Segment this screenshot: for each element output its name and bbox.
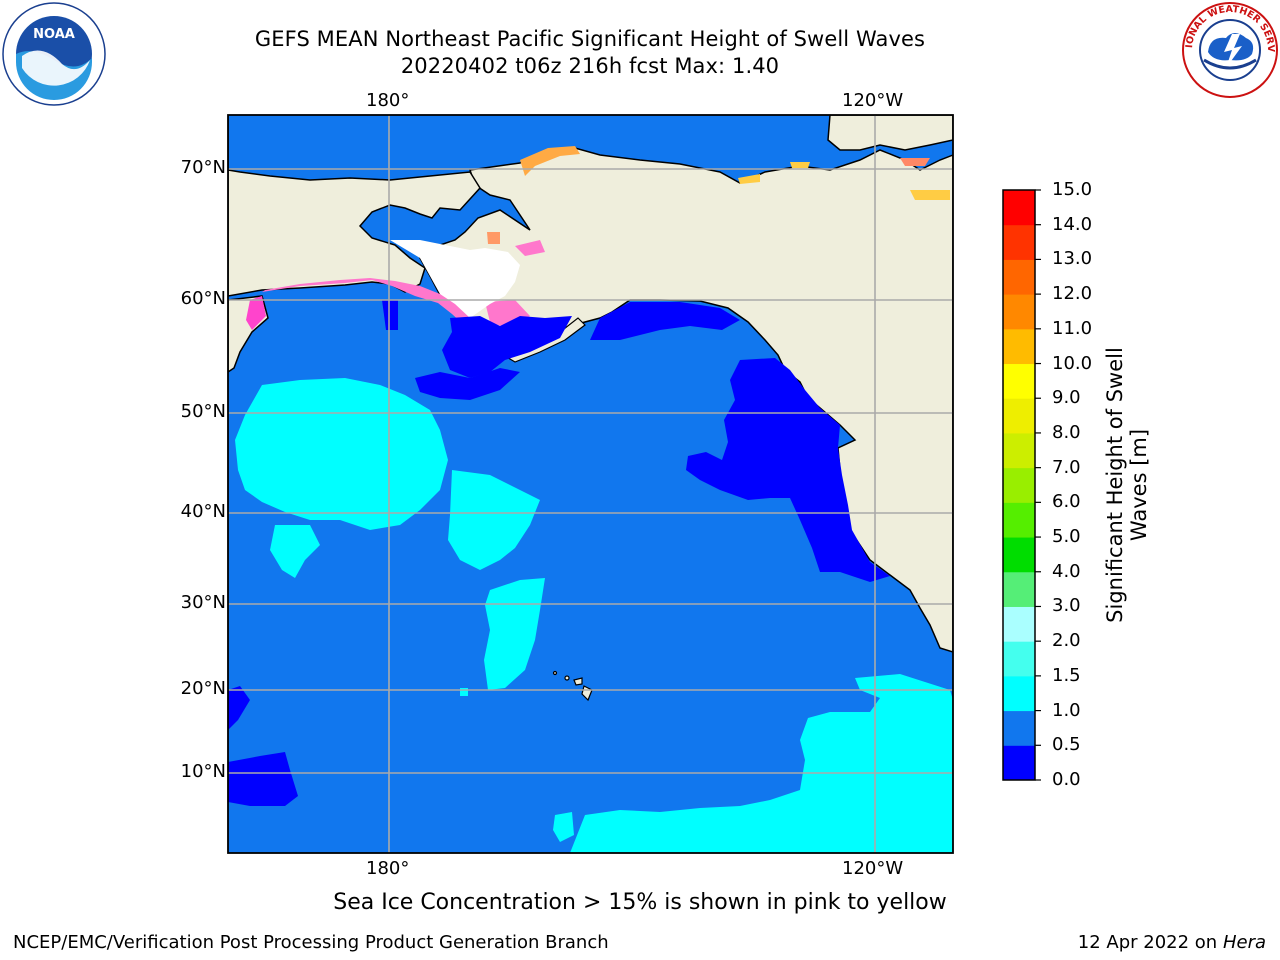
colorbar-segment bbox=[1003, 467, 1035, 503]
colorbar-tick-label: 8.0 bbox=[1052, 421, 1081, 443]
colorbar-segment bbox=[1003, 294, 1035, 330]
colorbar-title: Significant Height of Swell Waves [m] bbox=[1103, 347, 1151, 623]
colorbar-tick-label: 15.0 bbox=[1052, 179, 1093, 200]
colorbar-segment bbox=[1003, 606, 1035, 642]
colorbar-segment bbox=[1003, 675, 1035, 712]
colorbar-tick-label: 14.0 bbox=[1052, 213, 1093, 235]
noaa-logo-text: NOAA bbox=[33, 27, 75, 42]
lat-label-60n: 60°N bbox=[180, 288, 226, 309]
lon-label-top-120w: 120°W bbox=[842, 90, 904, 111]
colorbar-segment bbox=[1003, 502, 1035, 538]
swell-regions bbox=[235, 378, 953, 853]
colorbar-segment bbox=[1003, 398, 1035, 434]
bering-open-area bbox=[390, 240, 520, 318]
footer-date-text: 12 Apr 2022 on bbox=[1077, 932, 1223, 953]
land-siberia bbox=[228, 115, 481, 297]
colorbar-tick-label: 3.0 bbox=[1052, 595, 1081, 617]
colorbar-segment bbox=[1003, 224, 1035, 260]
colorbar-tick-label: 11.0 bbox=[1052, 317, 1093, 339]
colorbar-tick-label: 7.0 bbox=[1052, 456, 1081, 478]
colorbar-frame bbox=[1002, 189, 1036, 781]
lat-label-70n: 70°N bbox=[180, 157, 226, 178]
colorbar-segment bbox=[1003, 190, 1035, 226]
footer-credit: NCEP/EMC/Verification Post Processing Pr… bbox=[13, 932, 609, 953]
colorbar-tick-label: 10.0 bbox=[1052, 352, 1093, 374]
colorbar-tick-label: 1.5 bbox=[1052, 664, 1081, 686]
colorbar-segment bbox=[1003, 259, 1035, 295]
lat-label-20n: 20°N bbox=[180, 678, 226, 699]
colorbar-segment bbox=[1003, 537, 1035, 573]
colorbar-segment bbox=[1003, 571, 1035, 607]
colorbar-segment bbox=[1003, 363, 1035, 399]
map-panel bbox=[228, 115, 953, 853]
lat-label-50n: 50°N bbox=[180, 401, 226, 422]
colorbar-tick-label: 4.0 bbox=[1052, 560, 1081, 582]
lat-label-10n: 10°N bbox=[180, 761, 226, 782]
calm-sea-regions bbox=[228, 300, 890, 806]
colorbar-segment bbox=[1003, 710, 1035, 746]
footer-date: 12 Apr 2022 on Hera bbox=[1078, 932, 1266, 953]
colorbar-segment bbox=[1003, 328, 1035, 365]
colorbar-tick-label: 0.0 bbox=[1052, 769, 1081, 790]
lat-label-40n: 40°N bbox=[180, 501, 226, 522]
graticule bbox=[228, 115, 953, 853]
lon-label-bottom-180: 180° bbox=[366, 858, 410, 879]
footer-machine: Hera bbox=[1222, 932, 1266, 953]
colorbar-segment bbox=[1003, 432, 1035, 469]
colorbar-tick-label: 1.0 bbox=[1052, 699, 1081, 721]
colorbar-tick-label: 6.0 bbox=[1052, 491, 1081, 513]
sea-ice-caption: Sea Ice Concentration > 15% is shown in … bbox=[333, 890, 947, 915]
map-title: GEFS MEAN Northeast Pacific Significant … bbox=[254, 27, 926, 51]
map-subtitle: 20220402 t06z 216h fcst Max: 1.40 bbox=[400, 54, 780, 78]
colorbar-tick-label: 5.0 bbox=[1052, 526, 1081, 548]
colorbar-tick-label: 12.0 bbox=[1052, 283, 1093, 305]
colorbar-tick-label: 0.5 bbox=[1052, 734, 1081, 756]
lat-label-30n: 30°N bbox=[180, 592, 226, 613]
colorbar-tick-label: 9.0 bbox=[1052, 387, 1081, 409]
colorbar-tick-label: 2.0 bbox=[1052, 630, 1081, 652]
colorbar-tick-label: 13.0 bbox=[1052, 248, 1093, 270]
lon-label-top-180: 180° bbox=[366, 90, 410, 111]
nws-logo-icon: NATIONAL WEATHER SERVICE bbox=[1180, 0, 1278, 98]
colorbar-segment bbox=[1003, 641, 1035, 677]
colorbar-segment bbox=[1003, 745, 1035, 781]
noaa-logo-icon: NOAA bbox=[2, 2, 106, 106]
map-frame bbox=[227, 114, 954, 854]
land-canada-arctic bbox=[827, 115, 953, 151]
colorbar bbox=[1002, 189, 1041, 781]
lon-label-bottom-120w: 120°W bbox=[842, 858, 904, 879]
